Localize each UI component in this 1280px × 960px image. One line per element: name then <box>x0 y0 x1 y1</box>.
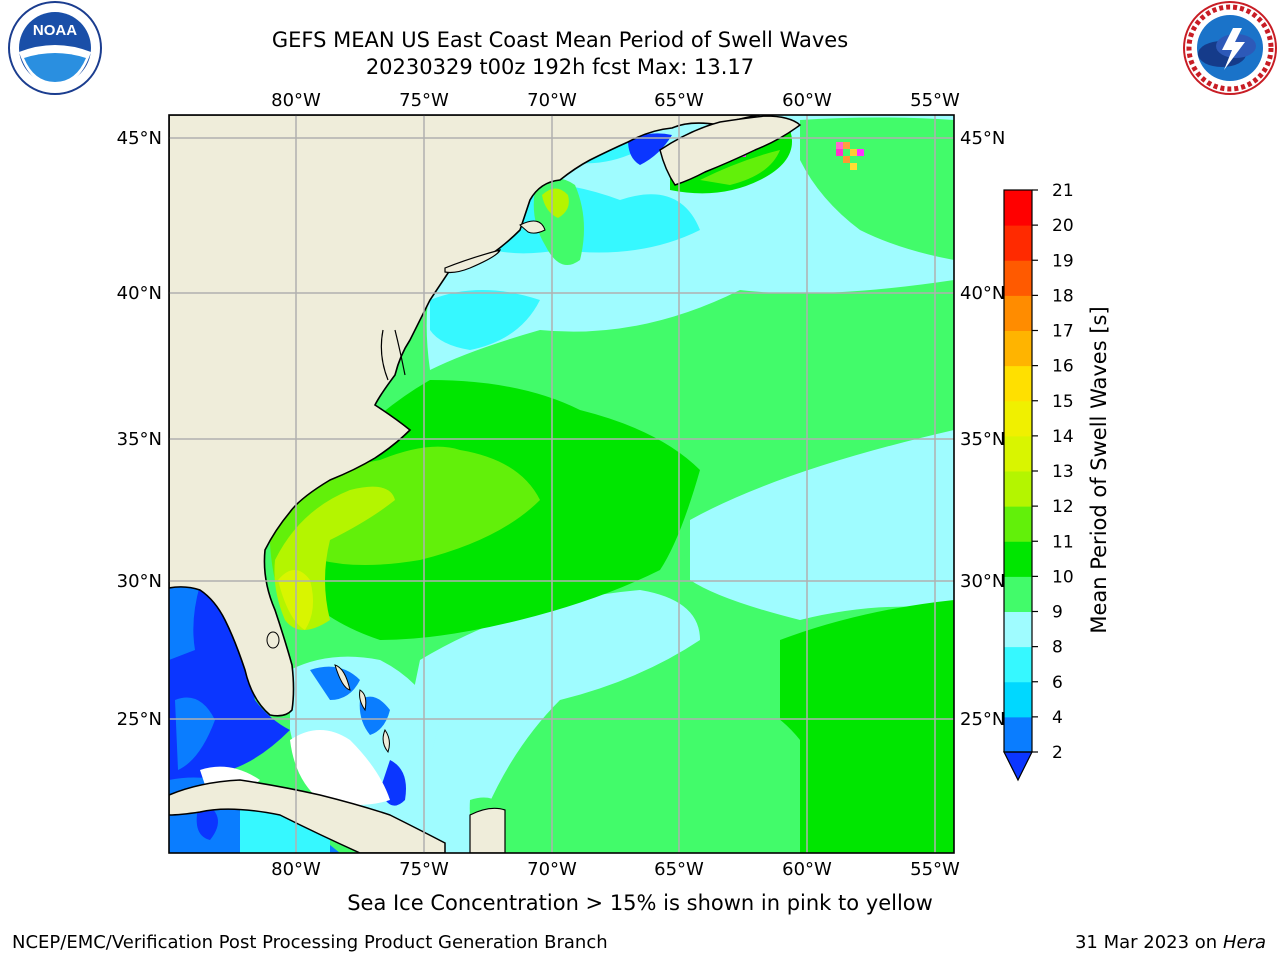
lon-label-bottom-60w: 60°W <box>782 859 832 880</box>
lon-label-top-70w: 70°W <box>527 90 577 111</box>
lon-label-bottom-65w: 65°W <box>654 859 704 880</box>
colorbar-tick-label: 11 <box>1052 532 1074 552</box>
machine-name: Hera <box>1222 932 1266 953</box>
colorbar-segment <box>1004 260 1032 296</box>
colorbar-segment <box>1004 400 1032 437</box>
colorbar-segment <box>1004 611 1032 648</box>
date-stamp: 31 Mar 2023 on Hera <box>1075 932 1266 953</box>
colorbar-tick-label: 13 <box>1052 462 1074 482</box>
colorbar-segment <box>1004 225 1032 261</box>
colorbar-tick-label: 2 <box>1052 743 1063 763</box>
lat-label-left-40n: 40°N <box>117 283 162 304</box>
lon-label-top-60w: 60°W <box>782 90 832 111</box>
credit-line: NCEP/EMC/Verification Post Processing Pr… <box>12 932 608 953</box>
colorbar-segment <box>1004 716 1032 753</box>
colorbar-segment <box>1004 435 1032 472</box>
colorbar-tick-label: 18 <box>1052 286 1074 306</box>
colorbar-tick-label: 21 <box>1052 181 1074 201</box>
colorbar-tick-label: 9 <box>1052 603 1063 623</box>
colorbar-segment <box>1004 646 1032 683</box>
lat-label-left-30n: 30°N <box>117 571 162 592</box>
map-title: GEFS MEAN US East Coast Mean Period of S… <box>271 28 849 52</box>
sea-ice-note: Sea Ice Concentration > 15% is shown in … <box>347 891 933 915</box>
colorbar-tick-label: 15 <box>1052 392 1074 412</box>
colorbar-tick-label: 12 <box>1052 497 1074 517</box>
colorbar-segment <box>1004 681 1032 718</box>
lon-label-bottom-70w: 70°W <box>527 859 577 880</box>
land-masses <box>169 115 802 853</box>
colorbar-label: Mean Period of Swell Waves [s] <box>1087 306 1111 633</box>
colorbar-segment <box>1004 330 1032 367</box>
noaa-logo-text: NOAA <box>33 22 77 39</box>
colorbar-segment <box>1004 576 1032 612</box>
colorbar-tick-label: 8 <box>1052 638 1063 658</box>
lat-label-left-35n: 35°N <box>117 429 162 450</box>
lon-label-top-55w: 55°W <box>910 90 960 111</box>
nws-logo <box>1183 1 1277 95</box>
colorbar-extend-arrow <box>1003 751 1033 782</box>
noaa-logo: NOAA <box>8 1 102 95</box>
colorbar-tick-label: 6 <box>1052 673 1063 693</box>
lon-label-top-80w: 80°W <box>271 90 321 111</box>
colorbar-segment <box>1004 295 1032 331</box>
lon-label-bottom-80w: 80°W <box>271 859 321 880</box>
colorbar-segment <box>1004 541 1032 577</box>
lat-label-left-25n: 25°N <box>117 709 162 730</box>
date-text: 31 Mar 2023 on <box>1074 932 1218 953</box>
lat-label-right-30n: 30°N <box>960 571 1005 592</box>
lat-label-right-35n: 35°N <box>960 429 1005 450</box>
colorbar-segment <box>1004 365 1032 402</box>
colorbar-tick-label: 4 <box>1052 708 1063 728</box>
lon-label-top-75w: 75°W <box>399 90 449 111</box>
colorbar-tick-label: 16 <box>1052 357 1074 377</box>
map-gridlines <box>169 115 954 853</box>
colorbar: 2 4 6 8 9 10 11 12 13 14 15 16 17 18 19 20 21 <box>1003 181 1074 782</box>
colorbar-tick-label: 17 <box>1052 322 1074 342</box>
colorbar-tick-label: 19 <box>1052 251 1074 271</box>
map-frame <box>168 114 955 854</box>
lon-label-top-65w: 65°W <box>654 90 704 111</box>
colorbar-tick-label: 20 <box>1052 216 1074 236</box>
lat-label-right-45n: 45°N <box>960 128 1005 149</box>
colorbar-segment <box>1004 506 1032 542</box>
lon-label-bottom-55w: 55°W <box>910 859 960 880</box>
lon-label-bottom-75w: 75°W <box>399 859 449 880</box>
lat-label-left-45n: 45°N <box>117 128 162 149</box>
colorbar-tick-label: 14 <box>1052 427 1074 447</box>
map-subtitle: 20230329 t00z 192h fcst Max: 13.17 <box>365 55 755 79</box>
colorbar-segment <box>1004 190 1032 226</box>
lat-label-right-40n: 40°N <box>960 283 1005 304</box>
lat-label-right-25n: 25°N <box>960 709 1005 730</box>
colorbar-tick-label: 10 <box>1052 567 1074 587</box>
colorbar-segment <box>1004 471 1032 507</box>
